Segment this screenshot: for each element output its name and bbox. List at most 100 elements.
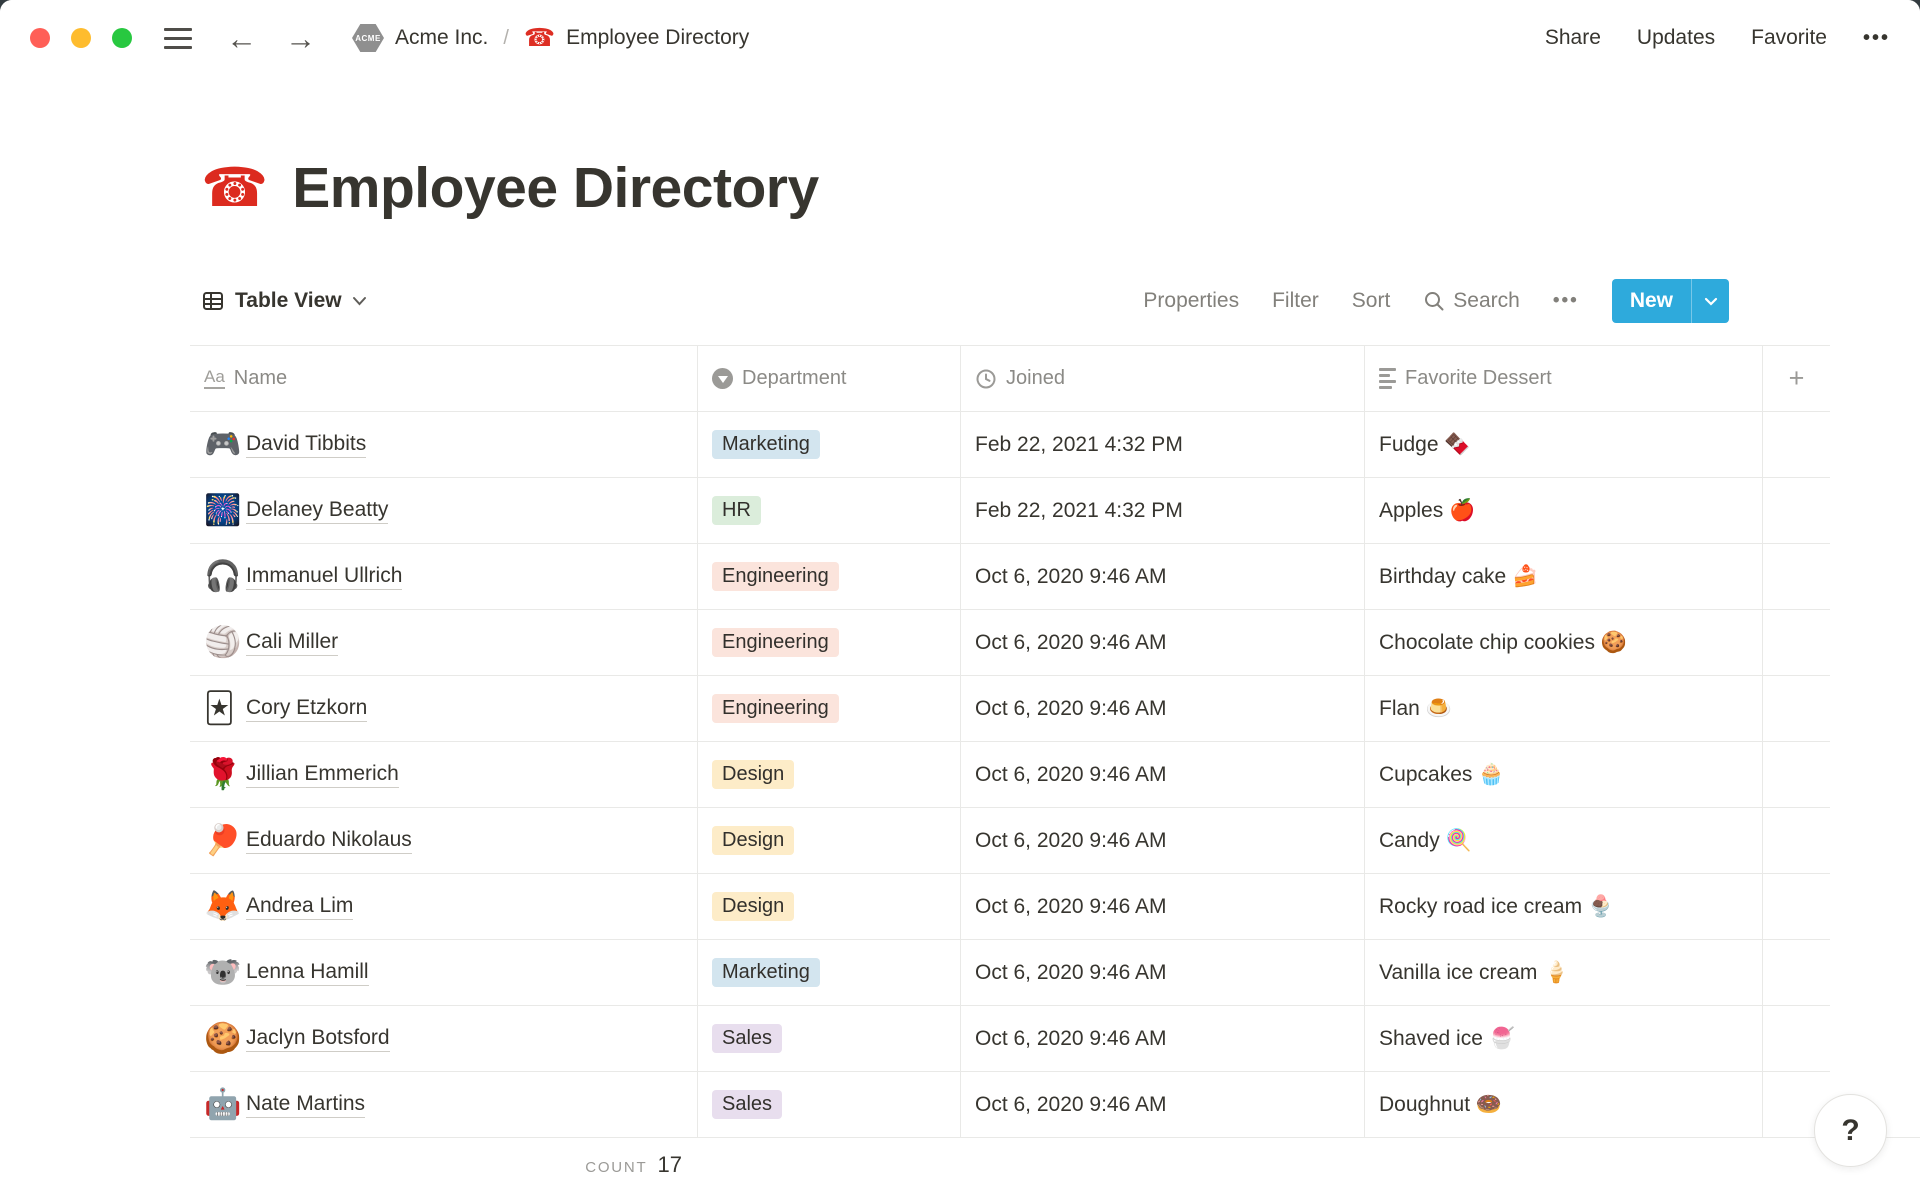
department-cell[interactable]: Engineering xyxy=(698,544,961,609)
favorite-dessert-cell[interactable]: Apples 🍎 xyxy=(1365,478,1763,543)
employee-name-link[interactable]: Nate Martins xyxy=(246,1092,366,1118)
employee-name-link[interactable]: Delaney Beatty xyxy=(246,498,389,524)
department-cell[interactable]: Design xyxy=(698,874,961,939)
department-tag: Marketing xyxy=(712,430,820,459)
more-options-icon[interactable]: ••• xyxy=(1862,26,1890,49)
joined-date-cell[interactable]: Feb 22, 2021 4:32 PM xyxy=(961,412,1365,477)
employee-name-link[interactable]: Lenna Hamill xyxy=(246,960,369,986)
row-trailing-cell xyxy=(1763,742,1830,807)
joined-date-cell[interactable]: Oct 6, 2020 9:46 AM xyxy=(961,1006,1365,1071)
page-icon-phone[interactable]: ☎ xyxy=(201,158,269,218)
department-cell[interactable]: Sales xyxy=(698,1072,961,1137)
favorite-dessert-cell[interactable]: Vanilla ice cream 🍦 xyxy=(1365,940,1763,1005)
count-label: COUNT xyxy=(585,1159,648,1176)
zoom-window-button[interactable] xyxy=(112,28,132,48)
column-header-joined[interactable]: Joined xyxy=(961,346,1365,411)
favorite-dessert-cell[interactable]: Fudge 🍫 xyxy=(1365,412,1763,477)
help-button[interactable]: ? xyxy=(1814,1094,1887,1167)
joined-date-cell[interactable]: Oct 6, 2020 9:46 AM xyxy=(961,610,1365,675)
joined-date-cell[interactable]: Oct 6, 2020 9:46 AM xyxy=(961,742,1365,807)
row-count-footer[interactable]: COUNT 17 xyxy=(190,1152,698,1178)
table-row[interactable]: 🌹 Jillian Emmerich Design Oct 6, 2020 9:… xyxy=(190,742,1830,808)
joined-date-cell[interactable]: Feb 22, 2021 4:32 PM xyxy=(961,478,1365,543)
column-label: Department xyxy=(742,367,847,389)
table-row[interactable]: 🃏 Cory Etzkorn Engineering Oct 6, 2020 9… xyxy=(190,676,1830,742)
row-trailing-cell xyxy=(1763,610,1830,675)
department-tag: Design xyxy=(712,826,795,855)
properties-button[interactable]: Properties xyxy=(1143,289,1240,312)
table-row[interactable]: 🤖 Nate Martins Sales Oct 6, 2020 9:46 AM… xyxy=(190,1072,1830,1138)
employee-name-link[interactable]: Cali Miller xyxy=(246,630,339,656)
favorite-dessert-cell[interactable]: Shaved ice 🍧 xyxy=(1365,1006,1763,1071)
updates-button[interactable]: Updates xyxy=(1636,26,1716,49)
employee-name-link[interactable]: Eduardo Nikolaus xyxy=(246,828,412,854)
favorite-dessert-cell[interactable]: Birthday cake 🍰 xyxy=(1365,544,1763,609)
department-cell[interactable]: Sales xyxy=(698,1006,961,1071)
column-header-favorite-dessert[interactable]: Favorite Dessert xyxy=(1365,346,1763,411)
joined-date-cell[interactable]: Oct 6, 2020 9:46 AM xyxy=(961,808,1365,873)
favorite-dessert-cell[interactable]: Candy 🍭 xyxy=(1365,808,1763,873)
joined-date-cell[interactable]: Oct 6, 2020 9:46 AM xyxy=(961,544,1365,609)
employee-name-link[interactable]: Immanuel Ullrich xyxy=(246,564,403,590)
column-header-name[interactable]: Aa Name xyxy=(190,346,698,411)
favorite-dessert-cell[interactable]: Cupcakes 🧁 xyxy=(1365,742,1763,807)
table-view-switcher[interactable]: Table View xyxy=(201,289,367,313)
employee-name-link[interactable]: David Tibbits xyxy=(246,432,367,458)
add-column-button[interactable]: + xyxy=(1763,346,1830,411)
back-icon[interactable]: ← xyxy=(226,20,257,56)
sidebar-menu-icon[interactable] xyxy=(164,27,192,49)
joined-date-cell[interactable]: Oct 6, 2020 9:46 AM xyxy=(961,874,1365,939)
close-window-button[interactable] xyxy=(30,28,50,48)
column-label: Joined xyxy=(1006,367,1065,389)
joined-date-cell[interactable]: Oct 6, 2020 9:46 AM xyxy=(961,940,1365,1005)
text-lines-icon xyxy=(1379,368,1396,389)
department-cell[interactable]: HR xyxy=(698,478,961,543)
table-row[interactable]: 🎆 Delaney Beatty HR Feb 22, 2021 4:32 PM… xyxy=(190,478,1830,544)
table-row[interactable]: 🦊 Andrea Lim Design Oct 6, 2020 9:46 AM … xyxy=(190,874,1830,940)
new-record-button[interactable]: New xyxy=(1611,279,1729,323)
department-cell[interactable]: Engineering xyxy=(698,610,961,675)
table-row[interactable]: 🎮 David Tibbits Marketing Feb 22, 2021 4… xyxy=(190,412,1830,478)
employee-name-link[interactable]: Cory Etzkorn xyxy=(246,696,368,722)
breadcrumb-workspace[interactable]: Acme Inc. xyxy=(395,26,489,49)
table-row[interactable]: 🐨 Lenna Hamill Marketing Oct 6, 2020 9:4… xyxy=(190,940,1830,1006)
workspace-logo-icon: ACME xyxy=(352,24,384,52)
page-header: ☎ Employee Directory xyxy=(201,155,819,221)
department-cell[interactable]: Marketing xyxy=(698,412,961,477)
favorite-dessert-cell[interactable]: Chocolate chip cookies 🍪 xyxy=(1365,610,1763,675)
joined-date-cell[interactable]: Oct 6, 2020 9:46 AM xyxy=(961,1072,1365,1137)
employee-name-link[interactable]: Jillian Emmerich xyxy=(246,762,399,788)
employee-avatar: 🏐 xyxy=(204,625,242,659)
department-cell[interactable]: Design xyxy=(698,808,961,873)
minimize-window-button[interactable] xyxy=(71,28,91,48)
employee-name-link[interactable]: Andrea Lim xyxy=(246,894,354,920)
breadcrumb-page[interactable]: Employee Directory xyxy=(566,26,750,49)
employee-name-link[interactable]: Jaclyn Botsford xyxy=(246,1026,390,1052)
department-cell[interactable]: Marketing xyxy=(698,940,961,1005)
page-title[interactable]: Employee Directory xyxy=(292,156,819,220)
favorite-dessert-cell[interactable]: Doughnut 🍩 xyxy=(1365,1072,1763,1137)
department-tag: Sales xyxy=(712,1024,783,1053)
filter-button[interactable]: Filter xyxy=(1272,289,1319,312)
department-cell[interactable]: Engineering xyxy=(698,676,961,741)
table-row[interactable]: 🏓 Eduardo Nikolaus Design Oct 6, 2020 9:… xyxy=(190,808,1830,874)
new-button-label[interactable]: New xyxy=(1629,289,1673,312)
forward-icon[interactable]: → xyxy=(285,20,316,56)
favorite-dessert-cell[interactable]: Flan 🍮 xyxy=(1365,676,1763,741)
department-cell[interactable]: Design xyxy=(698,742,961,807)
search-button[interactable]: Search xyxy=(1423,289,1520,313)
department-tag: Engineering xyxy=(712,562,839,591)
chevron-down-icon xyxy=(1704,297,1717,306)
favorite-dessert-cell[interactable]: Rocky road ice cream 🍨 xyxy=(1365,874,1763,939)
table-row[interactable]: 🏐 Cali Miller Engineering Oct 6, 2020 9:… xyxy=(190,610,1830,676)
sort-button[interactable]: Sort xyxy=(1351,289,1391,312)
table-row[interactable]: 🎧 Immanuel Ullrich Engineering Oct 6, 20… xyxy=(190,544,1830,610)
table-row[interactable]: 🍪 Jaclyn Botsford Sales Oct 6, 2020 9:46… xyxy=(190,1006,1830,1072)
new-button-dropdown[interactable] xyxy=(1691,279,1729,323)
search-label: Search xyxy=(1453,289,1520,312)
share-button[interactable]: Share xyxy=(1544,26,1601,49)
view-more-options-icon[interactable]: ••• xyxy=(1552,290,1579,311)
joined-date-cell[interactable]: Oct 6, 2020 9:46 AM xyxy=(961,676,1365,741)
column-header-department[interactable]: Department xyxy=(698,346,961,411)
favorite-button[interactable]: Favorite xyxy=(1751,26,1827,49)
